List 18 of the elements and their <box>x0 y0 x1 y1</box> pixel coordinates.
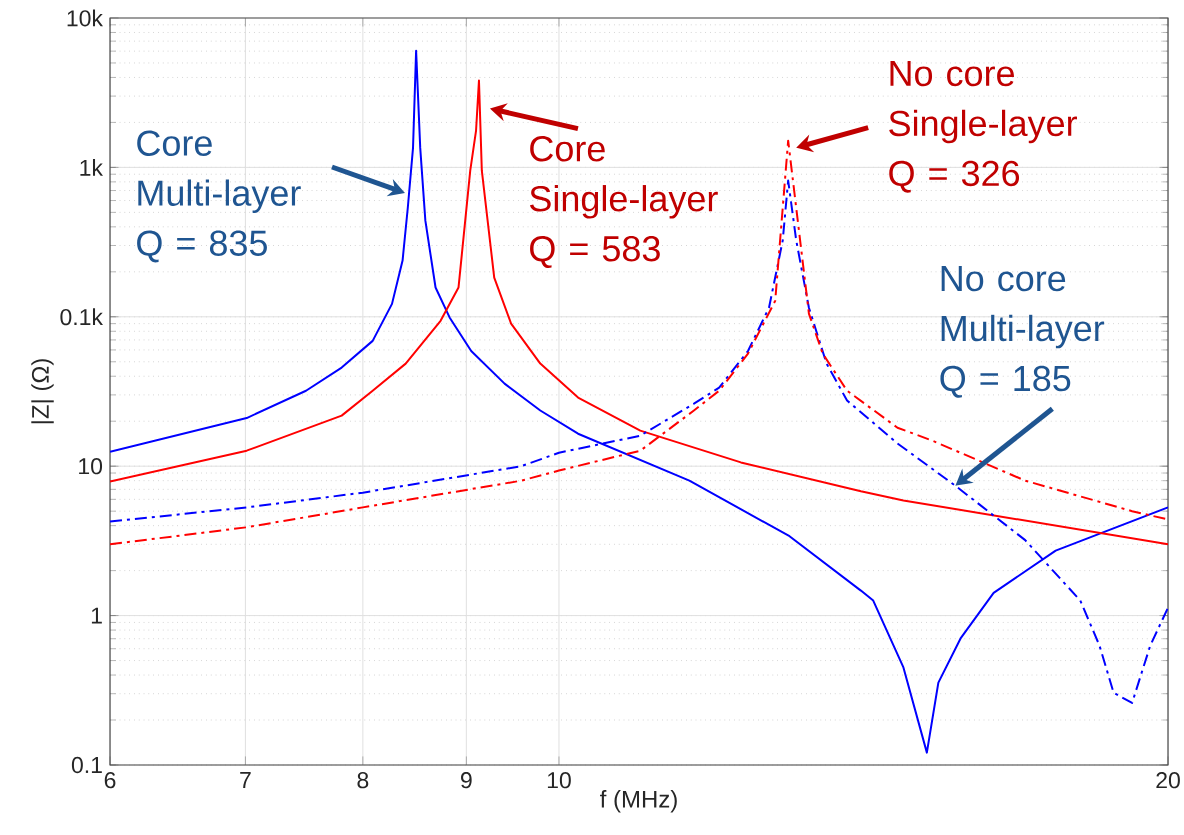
y-tick-label: 0.1 <box>71 756 102 774</box>
y-tick-label: 1 <box>91 607 102 624</box>
x-axis-title: f (MHz) <box>600 790 677 813</box>
y-tick-label: 10k <box>67 9 103 27</box>
x-tick-label: 9 <box>461 772 472 789</box>
y-tick-label: 1k <box>80 159 103 176</box>
x-tick-label: 6 <box>104 772 116 789</box>
y-tick-label: 10 <box>79 458 103 475</box>
x-tick-label: 10 <box>547 772 571 789</box>
y-axis-title: |Z| (Ω) <box>31 359 54 424</box>
annotation: Core Single-layer Q = 583 <box>529 135 718 268</box>
y-tick-label: 0.1k <box>60 308 103 326</box>
x-tick-label: 20 <box>1156 772 1180 789</box>
annotation: No core Multi-layer Q = 185 <box>940 266 1105 398</box>
x-tick-label: 7 <box>240 772 251 788</box>
annotation: No core Single-layer Q = 326 <box>889 61 1077 193</box>
x-tick-label: 8 <box>357 772 369 789</box>
annotation: Core Multi-layer Q = 835 <box>137 130 301 263</box>
